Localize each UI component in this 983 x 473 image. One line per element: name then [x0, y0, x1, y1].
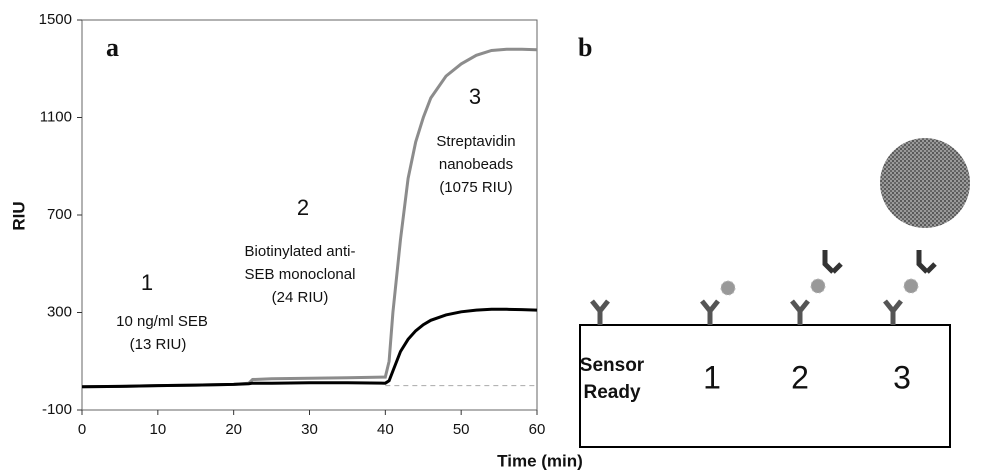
y-tick-label: 1100: [40, 108, 72, 125]
antibodies: [590, 250, 937, 325]
secondary-antibody: [822, 250, 843, 274]
secondary-antibody: [916, 250, 937, 274]
step-label: 2: [791, 359, 809, 395]
annotation: 1: [141, 270, 153, 295]
box-label: Sensor: [580, 355, 645, 376]
step-label: 3: [893, 359, 911, 395]
annotation: SEB monoclonal: [245, 266, 356, 283]
antigens: [720, 278, 919, 296]
annotation: (24 RIU): [272, 289, 329, 306]
annotation: nanobeads: [439, 156, 513, 173]
step-label: 1: [703, 359, 721, 395]
x-tick-label: 40: [377, 421, 394, 438]
x-axis-label: Time (min): [497, 451, 583, 470]
annotation: Biotinylated anti-: [245, 243, 356, 260]
antibody: [590, 299, 610, 325]
x-tick-label: 0: [78, 421, 86, 438]
x-tick-label: 50: [453, 421, 470, 438]
antigen: [810, 278, 826, 294]
y-tick-label: 300: [47, 303, 72, 320]
y-tick-label: 1500: [39, 11, 72, 28]
x-tick-label: 10: [149, 421, 166, 438]
chart: a Time (min) RIU -100 300 700 1100 1500 0 10 20…: [9, 11, 582, 471]
y-tick-label: -100: [42, 401, 72, 418]
annotation: 2: [297, 195, 309, 220]
annotation: (13 RIU): [130, 336, 187, 353]
annotation: 3: [469, 84, 481, 109]
antibody: [700, 299, 720, 325]
annotation: (1075 RIU): [439, 179, 512, 196]
antibody: [883, 299, 903, 325]
annotation: 10 ng/ml SEB: [116, 313, 208, 330]
diagram: b Sensor Ready 1 2 3: [578, 33, 970, 448]
antibody: [790, 299, 810, 325]
series-line: [81, 307, 538, 389]
x-tick-label: 20: [225, 421, 242, 438]
box-label: Ready: [583, 382, 640, 403]
panel-label: b: [578, 33, 592, 62]
x-tick-label: 60: [529, 421, 546, 438]
panel-label: a: [106, 33, 119, 62]
antigen: [720, 280, 736, 296]
x-tick-label: 30: [301, 421, 318, 438]
sensor-box: [579, 324, 951, 448]
antigen: [903, 278, 919, 294]
nanobead: [880, 138, 970, 228]
annotation: Streptavidin: [436, 133, 515, 150]
y-axis-label: RIU: [9, 201, 28, 230]
y-tick-label: 700: [47, 206, 72, 223]
